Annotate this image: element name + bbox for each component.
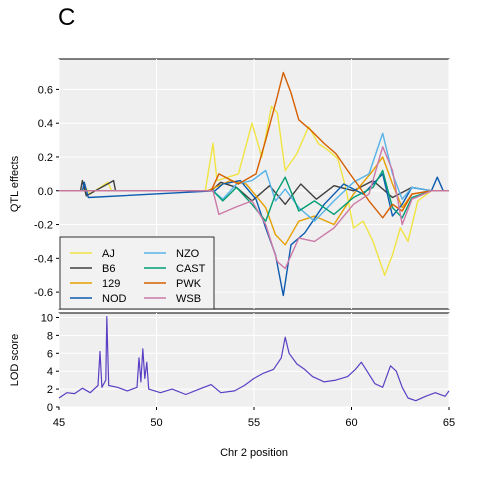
x-tick-label: 55 [248,417,260,429]
panel-label: C [58,4,76,31]
legend-label: NZO [176,248,200,260]
legend-label: WSB [176,293,201,305]
y-tick-label: 0.0 [38,186,53,198]
y-tick-label: 10 [41,312,53,324]
qtl-effects-lines [59,71,449,297]
x-ticks: 45 50 55 60 65 [53,407,455,429]
qtl-effects-y-ticks: -0.6 -0.4 -0.2 0.0 0.2 0.4 0.6 [34,84,59,299]
series-line-cast [59,169,449,222]
y-tick-label: 6 [47,348,53,360]
y-tick-label: -0.6 [34,287,53,299]
lod-score-y-axis-label: LOD score [9,334,21,387]
legend-label: AJ [102,248,115,260]
series-line-pwk [59,71,449,219]
y-tick-label: 0.6 [38,84,53,96]
y-tick-label: 0.2 [38,152,53,164]
legend-box [59,236,215,310]
y-tick-label: 0 [47,402,53,414]
y-tick-label: 0.4 [38,118,53,130]
y-tick-label: 8 [47,330,53,342]
x-axis-label: Chr 2 position [220,447,288,459]
series-line-wsb [59,146,449,270]
y-tick-label: 2 [47,384,53,396]
x-tick-label: 65 [443,417,455,429]
lod-score-lines [58,316,450,402]
lod-score-y-ticks: 0 2 4 6 8 10 [41,312,59,414]
lod-score-grid [58,313,450,408]
x-tick-label: 45 [53,417,65,429]
series-line-nzo [59,132,449,222]
legend-label: CAST [176,263,206,275]
y-tick-label: -0.4 [34,253,53,265]
legend-label: NOD [102,293,127,305]
x-tick-label: 50 [150,417,162,429]
legend-label: PWK [176,278,202,290]
legend: AJ B6 129 NOD NZO CAST PWK WSB [59,236,215,310]
lod-series-line [58,316,450,402]
legend-label: 129 [102,278,120,290]
y-tick-label: -0.2 [34,220,53,232]
legend-label: B6 [102,263,115,275]
y-tick-label: 4 [47,366,53,378]
qtl-effects-y-axis-label: QTL effects [9,155,21,212]
x-tick-label: 60 [345,417,357,429]
